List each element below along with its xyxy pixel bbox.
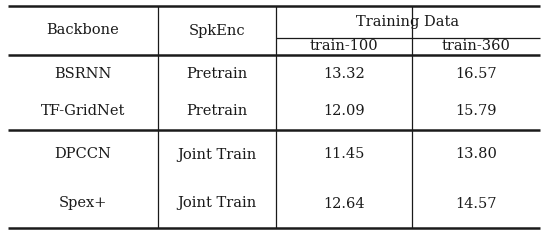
Text: 13.32: 13.32: [323, 67, 365, 81]
Text: Pretrain: Pretrain: [186, 104, 248, 118]
Text: 15.79: 15.79: [455, 104, 496, 118]
Text: Backbone: Backbone: [47, 23, 119, 37]
Text: Spex+: Spex+: [59, 197, 107, 211]
Text: Pretrain: Pretrain: [186, 67, 248, 81]
Text: BSRNN: BSRNN: [54, 67, 112, 81]
Text: train-360: train-360: [442, 40, 510, 54]
Text: 14.57: 14.57: [455, 197, 496, 211]
Text: 13.80: 13.80: [455, 147, 497, 161]
Text: 16.57: 16.57: [455, 67, 497, 81]
Text: train-100: train-100: [310, 40, 378, 54]
Text: SpkEnc: SpkEnc: [189, 23, 246, 37]
Text: DPCCN: DPCCN: [55, 147, 111, 161]
Text: 12.09: 12.09: [323, 104, 365, 118]
Text: 11.45: 11.45: [323, 147, 364, 161]
Text: 12.64: 12.64: [323, 197, 365, 211]
Text: TF-GridNet: TF-GridNet: [41, 104, 125, 118]
Text: Joint Train: Joint Train: [178, 197, 256, 211]
Text: Joint Train: Joint Train: [178, 147, 256, 161]
Text: Training Data: Training Data: [356, 15, 460, 29]
